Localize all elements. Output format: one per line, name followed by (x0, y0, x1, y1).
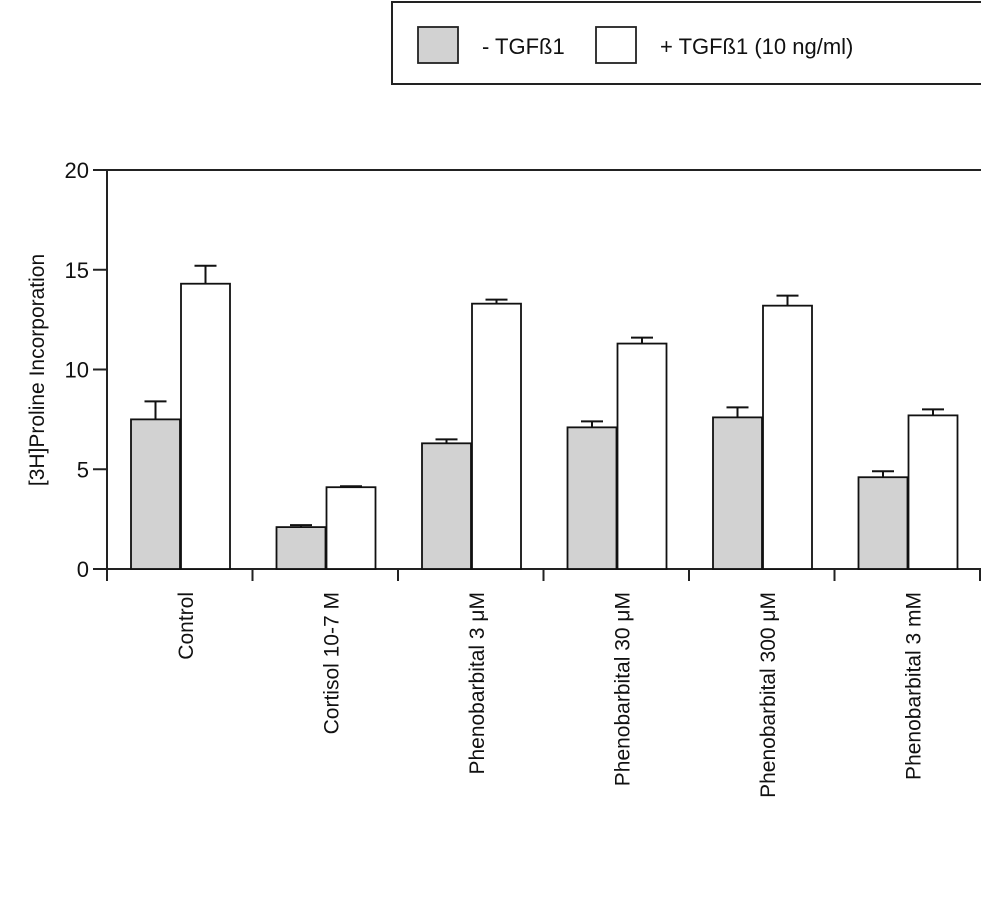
bar (421, 442, 472, 570)
bar (566, 426, 618, 570)
bar (130, 418, 181, 570)
plot-area: 0 5 10 15 20 Control Cortisol 10-7 M Phenobarbi… (65, 158, 981, 798)
legend-swatch-minus-tgfb1 (417, 26, 459, 64)
x-category-label: Phenobarbital 3 μM (466, 592, 489, 775)
y-tick-label: 20 (65, 158, 89, 183)
y-tick-label: 0 (77, 557, 89, 582)
y-tick-label: 15 (65, 258, 89, 283)
x-category-label: Phenobarbital 3 mM (903, 592, 926, 780)
bar (907, 414, 959, 570)
bar (275, 526, 327, 570)
bar (712, 416, 763, 570)
x-category-label: Phenobarbital 300 μM (757, 592, 780, 798)
legend: - TGFß1 + TGFß1 (10 ng/ml) (391, 1, 981, 85)
bar (471, 302, 522, 570)
y-tick-label: 5 (77, 457, 89, 482)
y-axis-title: [3H]Proline Incorporation (26, 254, 49, 486)
x-category-label: Phenobarbital 30 μM (612, 592, 635, 786)
legend-swatch-plus-tgfb1 (595, 26, 637, 64)
legend-label-plus-tgfb1: + TGFß1 (10 ng/ml) (660, 34, 853, 59)
legend-label-minus-tgfb1: - TGFß1 (482, 34, 565, 59)
y-tick-label: 10 (65, 358, 89, 383)
bar (616, 342, 668, 570)
bar (762, 304, 813, 570)
bar (325, 486, 377, 570)
legend-box (391, 1, 981, 85)
x-category-label: Control (175, 592, 198, 660)
bar (857, 476, 909, 570)
x-category-label: Cortisol 10-7 M (321, 592, 344, 734)
bar (180, 282, 231, 570)
